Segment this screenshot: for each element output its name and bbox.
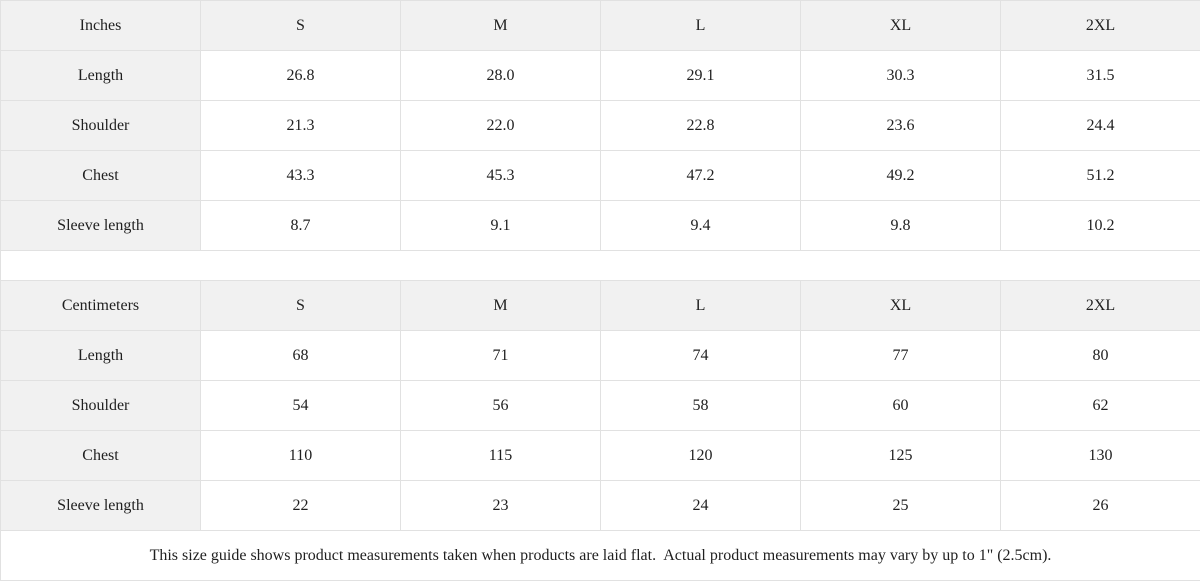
measurement-cell: 43.3 [201,151,401,201]
measurement-cell: 115 [401,431,601,481]
measurement-cell: 60 [801,381,1001,431]
measurement-cell: 9.1 [401,201,601,251]
inches-size-header-2xl: 2XL [1001,1,1200,51]
measurement-cell: 30.3 [801,51,1001,101]
measurement-cell: 21.3 [201,101,401,151]
table-spacer-row [1,251,1200,281]
measurement-cell: 110 [201,431,401,481]
table-row: Shoulder 54 56 58 60 62 [1,381,1200,431]
measurement-cell: 23 [401,481,601,531]
spacer-cell [1,251,1200,281]
row-label-chest: Chest [1,151,201,201]
inches-header-row: Inches S M L XL 2XL [1,1,1200,51]
table-row: Sleeve length 8.7 9.1 9.4 9.8 10.2 [1,201,1200,251]
measurement-cell: 28.0 [401,51,601,101]
measurement-cell: 22.8 [601,101,801,151]
size-guide-footnote: This size guide shows product measuremen… [1,531,1200,581]
measurement-cell: 58 [601,381,801,431]
measurement-cell: 54 [201,381,401,431]
measurement-cell: 23.6 [801,101,1001,151]
measurement-cell: 49.2 [801,151,1001,201]
row-label-shoulder: Shoulder [1,101,201,151]
measurement-cell: 45.3 [401,151,601,201]
table-row: Shoulder 21.3 22.0 22.8 23.6 24.4 [1,101,1200,151]
table-row: Length 68 71 74 77 80 [1,331,1200,381]
measurement-cell: 9.8 [801,201,1001,251]
centimeters-size-header-m: M [401,281,601,331]
measurement-cell: 26 [1001,481,1200,531]
centimeters-size-header-2xl: 2XL [1001,281,1200,331]
table-row: Chest 110 115 120 125 130 [1,431,1200,481]
row-label-sleeve-length: Sleeve length [1,201,201,251]
measurement-cell: 22 [201,481,401,531]
centimeters-size-header-l: L [601,281,801,331]
centimeters-size-header-s: S [201,281,401,331]
measurement-cell: 125 [801,431,1001,481]
measurement-cell: 24.4 [1001,101,1200,151]
measurement-cell: 71 [401,331,601,381]
footnote-row: This size guide shows product measuremen… [1,531,1200,581]
measurement-cell: 130 [1001,431,1200,481]
inches-size-header-xl: XL [801,1,1001,51]
centimeters-unit-header: Centimeters [1,281,201,331]
measurement-cell: 56 [401,381,601,431]
measurement-cell: 22.0 [401,101,601,151]
measurement-cell: 25 [801,481,1001,531]
measurement-cell: 26.8 [201,51,401,101]
measurement-cell: 29.1 [601,51,801,101]
measurement-cell: 68 [201,331,401,381]
row-label-sleeve-length: Sleeve length [1,481,201,531]
measurement-cell: 51.2 [1001,151,1200,201]
centimeters-header-row: Centimeters S M L XL 2XL [1,281,1200,331]
measurement-cell: 24 [601,481,801,531]
measurement-cell: 8.7 [201,201,401,251]
measurement-cell: 120 [601,431,801,481]
table-row: Length 26.8 28.0 29.1 30.3 31.5 [1,51,1200,101]
table-row: Sleeve length 22 23 24 25 26 [1,481,1200,531]
measurement-cell: 10.2 [1001,201,1200,251]
measurement-cell: 77 [801,331,1001,381]
inches-unit-header: Inches [1,1,201,51]
inches-size-header-s: S [201,1,401,51]
measurement-cell: 80 [1001,331,1200,381]
row-label-length: Length [1,51,201,101]
row-label-chest: Chest [1,431,201,481]
inches-size-header-l: L [601,1,801,51]
measurement-cell: 31.5 [1001,51,1200,101]
row-label-length: Length [1,331,201,381]
measurement-cell: 47.2 [601,151,801,201]
centimeters-size-header-xl: XL [801,281,1001,331]
measurement-cell: 9.4 [601,201,801,251]
table-row: Chest 43.3 45.3 47.2 49.2 51.2 [1,151,1200,201]
measurement-cell: 74 [601,331,801,381]
inches-size-header-m: M [401,1,601,51]
row-label-shoulder: Shoulder [1,381,201,431]
measurement-cell: 62 [1001,381,1200,431]
